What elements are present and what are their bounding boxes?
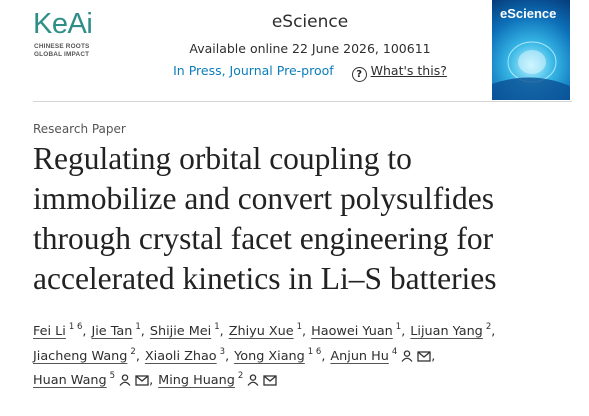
separator: , xyxy=(302,324,307,339)
logo-tagline: GLOBAL IMPACT xyxy=(34,51,90,58)
author-row: Huan Wang 5, Ming Huang 2 xyxy=(33,371,277,388)
status-link[interactable]: In Press, Journal Pre-proof xyxy=(173,63,334,78)
separator: , xyxy=(401,324,406,339)
affiliation-ref[interactable]: 3 xyxy=(219,346,226,357)
journal-cover[interactable]: eScience xyxy=(492,0,570,100)
separator: , xyxy=(135,348,140,364)
affiliation-ref[interactable]: 1 xyxy=(214,322,220,332)
separator: , xyxy=(140,324,145,339)
availability: Available online 22 June 2026, 100611 xyxy=(189,41,431,56)
author-name[interactable]: Haowei Yuan xyxy=(311,324,393,339)
affiliation-ref[interactable]: 1 xyxy=(296,322,303,332)
logo-tagline: CHINESE ROOTS xyxy=(34,43,90,50)
cover-title: eScience xyxy=(500,6,557,21)
affiliation-ref[interactable]: 5 xyxy=(109,371,116,381)
affiliation-ref[interactable]: 2 xyxy=(130,346,136,357)
author-name[interactable]: Yong Xiang xyxy=(234,348,305,364)
separator: , xyxy=(82,324,87,339)
affiliation-ref[interactable]: 1 xyxy=(135,322,141,332)
title-line: Regulating orbital coupling to xyxy=(33,141,412,176)
affiliation-ref[interactable]: 1 6 xyxy=(68,322,83,332)
author-name[interactable]: Zhiyu Xue xyxy=(228,324,294,339)
article-type: Research Paper xyxy=(33,122,126,136)
cover-art xyxy=(492,41,570,100)
title-line: through crystal facet engineering for xyxy=(33,221,494,256)
author-name[interactable]: Fei Li xyxy=(33,324,66,339)
email-icon[interactable] xyxy=(417,350,431,362)
affiliation-ref[interactable]: 2 xyxy=(485,322,492,332)
affiliation-ref[interactable]: 4 xyxy=(391,346,398,357)
email-icon[interactable] xyxy=(135,374,149,386)
author-name[interactable]: Jie Tan xyxy=(91,324,133,339)
author-name[interactable]: Anjun Hu xyxy=(330,348,389,364)
person-icon[interactable] xyxy=(247,374,259,386)
author-name[interactable]: Lijuan Yang xyxy=(410,324,483,339)
email-icon[interactable] xyxy=(263,374,277,386)
author-row: Jiacheng Wang 2, Xiaoli Zhao 3, Yong Xiang 1 … xyxy=(33,347,440,364)
affiliation-ref[interactable]: 1 xyxy=(395,322,402,332)
author-name[interactable]: Shijie Mei xyxy=(149,324,212,339)
separator: , xyxy=(225,348,230,364)
title-line: immobilize and convert polysulfides xyxy=(33,181,495,216)
person-icon[interactable] xyxy=(401,349,413,362)
separator: , xyxy=(321,348,326,364)
help-icon[interactable]: ? xyxy=(351,67,367,82)
affiliation-ref[interactable]: 2 xyxy=(237,371,244,381)
journal-name[interactable]: eScience xyxy=(271,12,349,32)
separator: , xyxy=(491,324,496,339)
separator: , xyxy=(149,373,154,388)
person-icon[interactable] xyxy=(119,374,131,386)
separator: , xyxy=(219,324,224,339)
title-line: accelerated kinetics in Li–S batteries xyxy=(33,261,497,296)
author-name[interactable]: Jiacheng Wang xyxy=(33,348,128,364)
author-name[interactable]: Huan Wang xyxy=(33,373,107,388)
author-name[interactable]: Xiaoli Zhao xyxy=(144,348,217,364)
help-link[interactable]: What's this? xyxy=(370,63,447,78)
affiliation-ref[interactable]: 1 6 xyxy=(307,346,322,357)
separator: , xyxy=(431,348,436,364)
publisher-logo[interactable]: KeAi xyxy=(33,8,93,40)
author-name[interactable]: Ming Huang xyxy=(158,373,235,388)
author-row: Fei Li 1 6, Jie Tan 1, Shijie Mei 1, Zhiyu Xue… xyxy=(33,322,500,339)
status-row: In Press, Journal Pre-proof? What's this? xyxy=(160,63,460,82)
divider xyxy=(33,101,572,102)
